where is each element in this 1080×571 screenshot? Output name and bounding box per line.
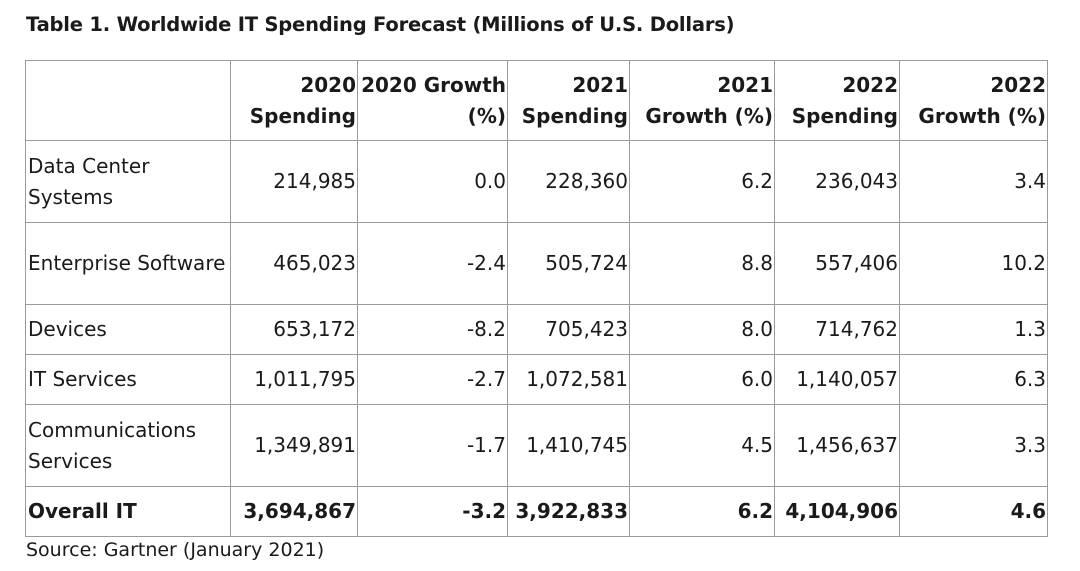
header-2022-growth: 2022 Growth (%) bbox=[899, 60, 1048, 141]
source-note: Source: Gartner (January 2021) bbox=[26, 539, 325, 561]
row-label-it-services: IT Services bbox=[25, 354, 231, 405]
table-row: IT Services 1,011,795 -2.7 1,072,581 6.0… bbox=[25, 354, 1048, 405]
row-label-enterprise-software: Enterprise Software bbox=[25, 222, 231, 305]
header-segment bbox=[25, 60, 231, 141]
row-label-data-center-systems: Data Center Systems bbox=[25, 140, 231, 223]
cell-2022-growth: 6.3 bbox=[899, 354, 1048, 405]
row-label-communications-services: Communications Services bbox=[25, 404, 231, 487]
cell-2021-spending: 1,072,581 bbox=[507, 354, 630, 405]
cell-2020-growth: 0.0 bbox=[357, 140, 508, 223]
cell-2021-spending: 705,423 bbox=[507, 304, 630, 355]
row-label-devices: Devices bbox=[25, 304, 231, 355]
cell-2022-growth: 3.3 bbox=[899, 404, 1048, 487]
it-spending-table: 2020 Spending 2020 Growth (%) 2021 Spend… bbox=[25, 60, 1048, 537]
cell-2021-growth: 6.2 bbox=[629, 140, 775, 223]
cell-2020-growth: -3.2 bbox=[357, 486, 508, 537]
header-2021-spending: 2021 Spending bbox=[507, 60, 630, 141]
cell-2020-spending: 1,011,795 bbox=[230, 354, 358, 405]
table-row: Data Center Systems 214,985 0.0 228,360 … bbox=[25, 140, 1048, 223]
cell-2020-spending: 214,985 bbox=[230, 140, 358, 223]
cell-2022-spending: 557,406 bbox=[774, 222, 900, 305]
header-2020-spending: 2020 Spending bbox=[230, 60, 358, 141]
cell-2022-growth: 3.4 bbox=[899, 140, 1048, 223]
cell-2022-spending: 714,762 bbox=[774, 304, 900, 355]
cell-2020-growth: -2.4 bbox=[357, 222, 508, 305]
row-label-overall-it: Overall IT bbox=[25, 486, 231, 537]
cell-2021-growth: 8.8 bbox=[629, 222, 775, 305]
cell-2020-growth: -8.2 bbox=[357, 304, 508, 355]
cell-2020-spending: 3,694,867 bbox=[230, 486, 358, 537]
cell-2022-spending: 4,104,906 bbox=[774, 486, 900, 537]
cell-2020-spending: 465,023 bbox=[230, 222, 358, 305]
cell-2022-growth: 10.2 bbox=[899, 222, 1048, 305]
header-2020-growth: 2020 Growth (%) bbox=[357, 60, 508, 141]
cell-2021-growth: 8.0 bbox=[629, 304, 775, 355]
table-title: Table 1. Worldwide IT Spending Forecast … bbox=[26, 13, 735, 36]
table-row: Communications Services 1,349,891 -1.7 1… bbox=[25, 404, 1048, 487]
cell-2020-growth: -2.7 bbox=[357, 354, 508, 405]
cell-2020-spending: 1,349,891 bbox=[230, 404, 358, 487]
cell-2022-growth: 4.6 bbox=[899, 486, 1048, 537]
cell-2022-spending: 1,140,057 bbox=[774, 354, 900, 405]
cell-2021-growth: 4.5 bbox=[629, 404, 775, 487]
table-header-row: 2020 Spending 2020 Growth (%) 2021 Spend… bbox=[25, 60, 1048, 141]
cell-2021-growth: 6.2 bbox=[629, 486, 775, 537]
cell-2022-spending: 1,456,637 bbox=[774, 404, 900, 487]
header-2022-spending: 2022 Spending bbox=[774, 60, 900, 141]
cell-2021-spending: 228,360 bbox=[507, 140, 630, 223]
cell-2021-growth: 6.0 bbox=[629, 354, 775, 405]
cell-2021-spending: 3,922,833 bbox=[507, 486, 630, 537]
cell-2022-growth: 1.3 bbox=[899, 304, 1048, 355]
cell-2021-spending: 1,410,745 bbox=[507, 404, 630, 487]
header-2021-growth: 2021 Growth (%) bbox=[629, 60, 775, 141]
table-row: Devices 653,172 -8.2 705,423 8.0 714,762… bbox=[25, 304, 1048, 355]
table-row: Enterprise Software 465,023 -2.4 505,724… bbox=[25, 222, 1048, 305]
cell-2020-spending: 653,172 bbox=[230, 304, 358, 355]
table-row-total: Overall IT 3,694,867 -3.2 3,922,833 6.2 … bbox=[25, 486, 1048, 537]
cell-2022-spending: 236,043 bbox=[774, 140, 900, 223]
cell-2021-spending: 505,724 bbox=[507, 222, 630, 305]
cell-2020-growth: -1.7 bbox=[357, 404, 508, 487]
